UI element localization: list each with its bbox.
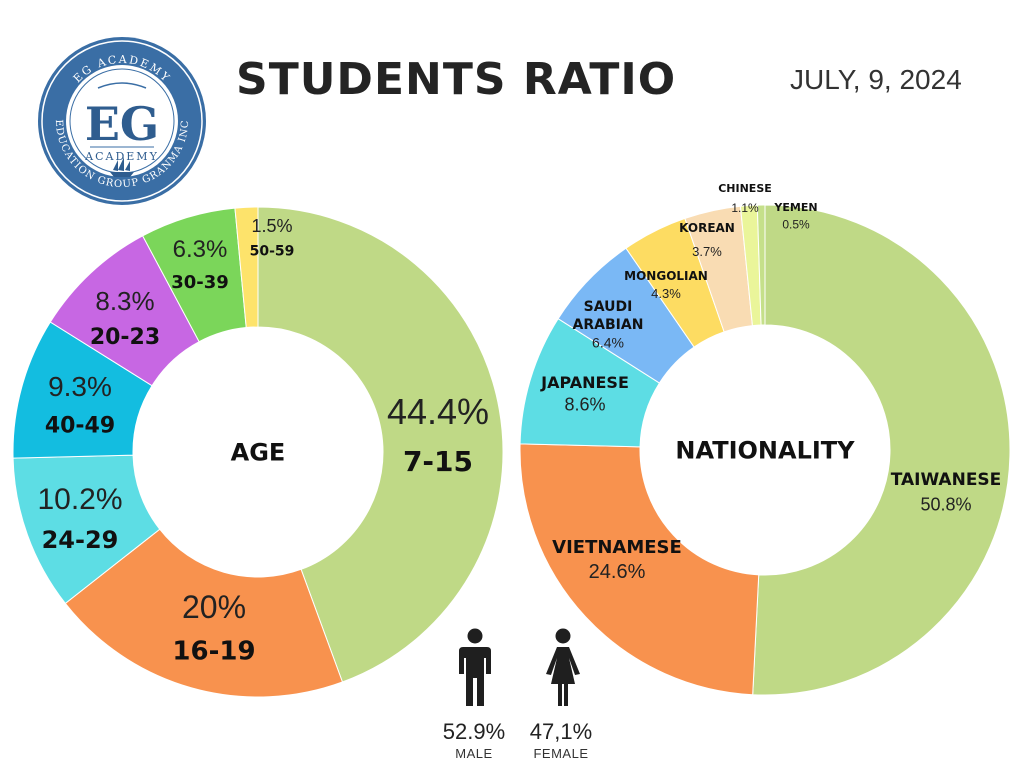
age-donut-chart: AGE 44.4% 7-15 20% 16-19 10.2% 24-29 9.3% 40-49 8… bbox=[12, 206, 504, 698]
slice-percent-yemen: 0.5% bbox=[782, 218, 810, 232]
slice-percent-40-49: 9.3% bbox=[48, 371, 112, 402]
slice-percent-korean: 3.7% bbox=[692, 244, 722, 259]
logo-ornament bbox=[97, 82, 147, 89]
slice-percent-mongolian: 4.3% bbox=[651, 286, 681, 301]
slice-vietnamese bbox=[519, 443, 760, 696]
slice-percent-chinese: 1.1% bbox=[731, 201, 759, 215]
page-title: STUDENTS RATIO bbox=[236, 54, 677, 105]
slice-label-20-23: 20-23 bbox=[90, 325, 160, 350]
male-percent: 52.9% bbox=[442, 719, 506, 744]
donut-center-label: AGE bbox=[231, 438, 286, 466]
slice-label-korean: KOREAN bbox=[679, 221, 735, 235]
slice-percent-japanese: 8.6% bbox=[564, 394, 605, 414]
ship-icon bbox=[110, 157, 134, 177]
slice-label-japanese: JAPANESE bbox=[540, 373, 629, 392]
slice-label-mongolian: MONGOLIAN bbox=[624, 269, 708, 283]
female-percent: 47,1% bbox=[529, 719, 593, 744]
slice-7-15 bbox=[257, 206, 504, 683]
nationality-donut-chart: NATIONALITY TAIWANESE 50.8% VIETNAMESE 24.6%… bbox=[519, 182, 1011, 696]
slice-yemen bbox=[756, 204, 766, 326]
slice-label-16-19: 16-19 bbox=[172, 637, 255, 667]
logo-subtitle: ACADEMY bbox=[84, 150, 159, 163]
slice-taiwanese bbox=[752, 204, 1011, 696]
slice-label-50-59: 50-59 bbox=[250, 243, 295, 259]
slice-label-saudi-arabian: ARABIAN bbox=[573, 317, 644, 333]
slice-percent-saudi-arabian: 6.4% bbox=[592, 334, 624, 350]
slice-percent-30-39: 6.3% bbox=[173, 236, 228, 263]
slice-percent-16-19: 20% bbox=[182, 589, 246, 625]
slice-16-19 bbox=[64, 528, 344, 698]
slice-percent-7-15: 44.4% bbox=[387, 391, 489, 432]
slice-label-taiwanese: TAIWANESE bbox=[891, 470, 1002, 490]
slice-50-59 bbox=[234, 206, 259, 329]
slice-percent-24-29: 10.2% bbox=[37, 483, 122, 516]
slice-label-vietnamese: VIETNAMESE bbox=[552, 537, 682, 558]
logo-monogram: EG bbox=[85, 97, 159, 151]
female-label: FEMALE bbox=[533, 746, 589, 761]
donut-center-label: NATIONALITY bbox=[675, 436, 855, 464]
eg-academy-logo: EG ACADEMY EDUCATION GROUP GRANMA INC EG… bbox=[38, 37, 206, 205]
slice-percent-50-59: 1.5% bbox=[251, 216, 292, 236]
slice-label-30-39: 30-39 bbox=[171, 272, 229, 293]
male-person-icon bbox=[459, 628, 491, 706]
slice-label-yemen: YEMEN bbox=[773, 201, 817, 214]
slice-label-chinese: CHINESE bbox=[718, 182, 772, 195]
slice-label-saudi-arabian: SAUDI bbox=[584, 299, 633, 315]
report-date: JULY, 9, 2024 bbox=[790, 64, 962, 95]
male-label: MALE bbox=[455, 746, 493, 761]
slice-percent-20-23: 8.3% bbox=[95, 286, 154, 316]
slice-label-7-15: 7-15 bbox=[403, 445, 473, 478]
female-person-icon bbox=[546, 628, 580, 706]
slice-percent-vietnamese: 24.6% bbox=[589, 561, 646, 583]
slice-label-40-49: 40-49 bbox=[45, 413, 115, 438]
slice-percent-taiwanese: 50.8% bbox=[920, 495, 971, 515]
slice-label-24-29: 24-29 bbox=[42, 526, 119, 554]
